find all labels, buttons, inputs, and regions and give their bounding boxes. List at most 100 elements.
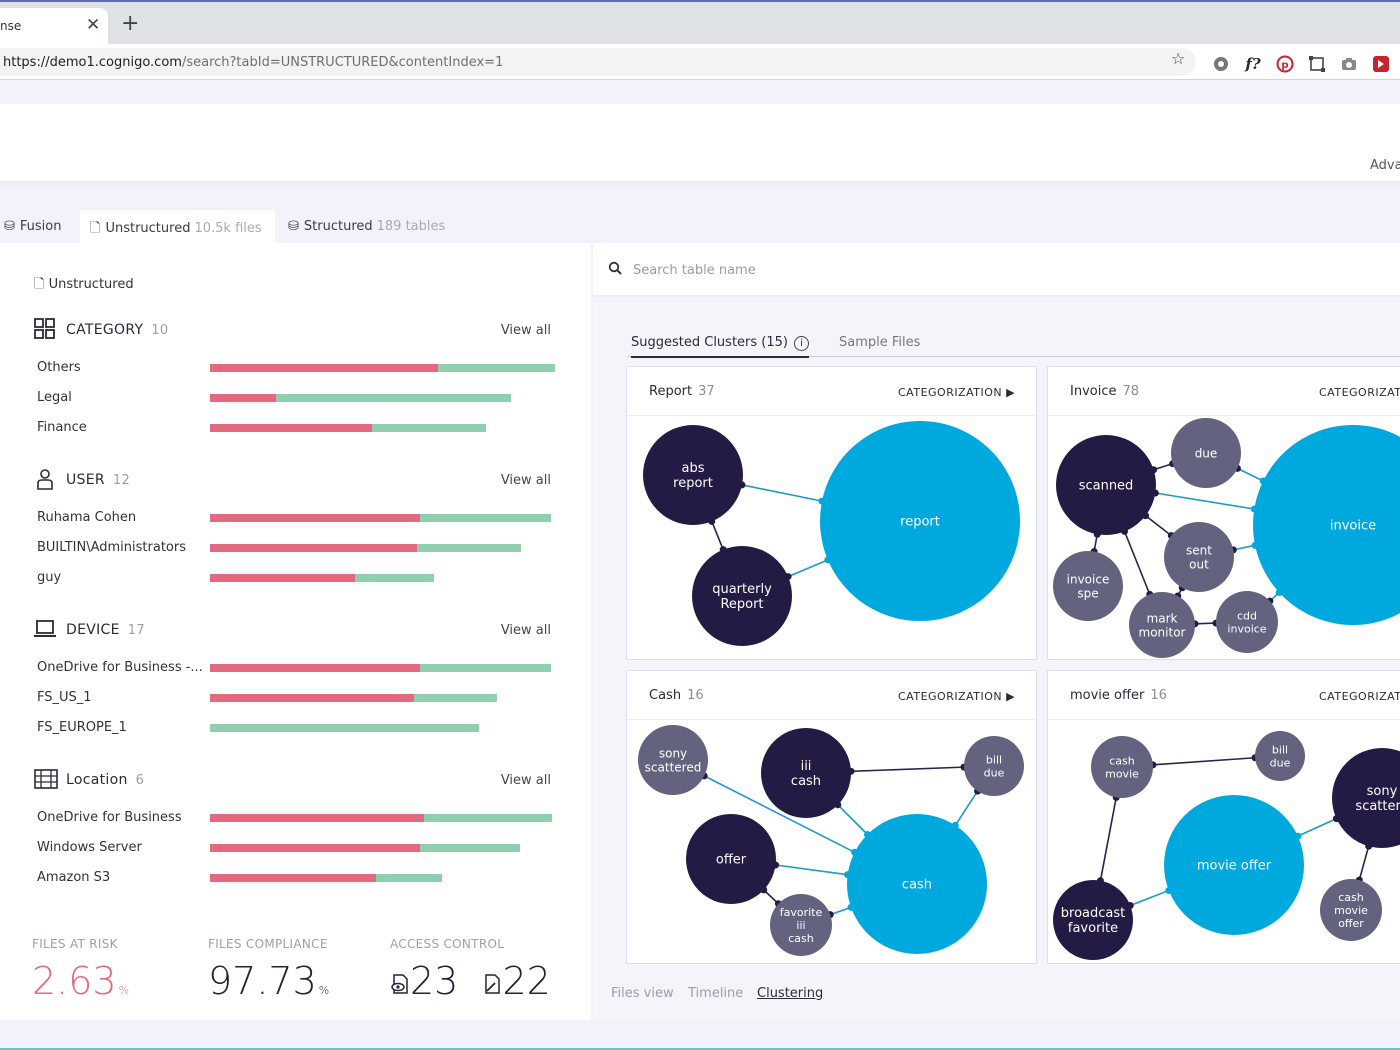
cluster-node[interactable]: [1332, 748, 1400, 848]
app-header: Adva: [0, 104, 1400, 181]
compliant-bar[interactable]: [438, 364, 555, 372]
cluster-node-label: quarterly: [712, 582, 772, 597]
cluster-card[interactable]: Report 37 CATEGORIZATION ▶ abs report quarter…: [626, 366, 1037, 660]
compliant-bar[interactable]: [210, 724, 479, 732]
facet-row-label[interactable]: OneDrive for Business -...: [37, 660, 202, 675]
facet-row-label[interactable]: Finance: [37, 420, 87, 435]
clustering-link[interactable]: Clustering: [757, 986, 824, 1001]
bookmark-star-icon[interactable]: ☆: [1171, 49, 1186, 68]
cluster-node[interactable]: [1320, 879, 1382, 941]
cluster-node[interactable]: [770, 894, 832, 956]
view-all-link[interactable]: View all: [500, 623, 551, 638]
compliant-bar[interactable]: [276, 394, 511, 402]
cluster-card[interactable]: Cash 16 CATEGORIZATION ▶ sony scattered iii ca…: [626, 670, 1037, 964]
tab-structured[interactable]: ⛁ Structured 189 tables: [288, 219, 446, 234]
cluster-edge: [1233, 544, 1256, 551]
cluster-edge: [850, 766, 965, 773]
cluster-node[interactable]: [1164, 795, 1304, 935]
facet-row-label[interactable]: OneDrive for Business: [37, 810, 182, 825]
cluster-node[interactable]: [1164, 522, 1234, 592]
at-risk-bar[interactable]: [210, 814, 424, 822]
cluster-node-label: cash: [791, 774, 821, 789]
facet-row-label[interactable]: Amazon S3: [37, 870, 111, 885]
at-risk-bar[interactable]: [210, 424, 372, 432]
at-risk-bar[interactable]: [210, 844, 420, 852]
cluster-node-label: offer: [1338, 917, 1364, 930]
camera-extension-icon[interactable]: [1340, 55, 1358, 73]
facet-row-label[interactable]: FS_US_1: [37, 690, 92, 705]
font-finder-extension-icon[interactable]: f?: [1245, 55, 1261, 73]
fullscreen-capture-extension-icon[interactable]: [1308, 55, 1326, 73]
cluster-node[interactable]: [1053, 551, 1123, 621]
new-tab-button[interactable]: +: [121, 11, 140, 36]
at-risk-bar[interactable]: [210, 574, 355, 582]
facet-row-label[interactable]: Ruhama Cohen: [37, 510, 137, 525]
cluster-node[interactable]: [686, 814, 776, 904]
compliant-bar[interactable]: [372, 424, 486, 432]
compliant-bar[interactable]: [376, 874, 442, 882]
at-risk-bar[interactable]: [210, 544, 417, 552]
cluster-node[interactable]: [1129, 592, 1195, 658]
cluster-node[interactable]: [1056, 435, 1156, 535]
facet-row-label[interactable]: Legal: [37, 390, 72, 405]
compliant-bar[interactable]: [355, 574, 434, 582]
at-risk-bar[interactable]: [210, 694, 414, 702]
compliant-bar[interactable]: [420, 514, 551, 522]
cluster-node[interactable]: [847, 814, 987, 954]
cluster-node[interactable]: [1091, 736, 1153, 798]
cluster-node[interactable]: [1216, 591, 1278, 653]
cluster-node[interactable]: [643, 425, 743, 525]
info-icon[interactable]: i: [793, 336, 809, 351]
table-search-input[interactable]: [633, 258, 1333, 282]
tab-sample-files[interactable]: Sample Files: [839, 335, 921, 350]
timeline-link[interactable]: Timeline: [688, 986, 744, 1001]
tab-unstructured[interactable]: 🗋 Unstructured 10.5k files: [80, 210, 275, 243]
at-risk-bar[interactable]: [210, 364, 438, 372]
cluster-node[interactable]: [964, 736, 1024, 796]
cluster-node[interactable]: [1171, 418, 1241, 488]
facet-row-label[interactable]: Others: [37, 360, 81, 375]
compliant-bar[interactable]: [414, 694, 497, 702]
cluster-node[interactable]: [1255, 731, 1305, 781]
facet-row-label[interactable]: guy: [37, 570, 62, 585]
facet-row-label[interactable]: Windows Server: [37, 840, 142, 855]
url-field[interactable]: https://demo1.cognigo.com/search?tabId=U…: [0, 48, 1196, 76]
cluster-node-label: offer: [716, 853, 747, 868]
view-all-link[interactable]: View all: [500, 773, 551, 788]
close-tab-icon[interactable]: ✕: [86, 15, 101, 35]
at-risk-bar[interactable]: [210, 514, 420, 522]
facet-row-label[interactable]: FS_EUROPE_1: [37, 720, 127, 735]
cluster-card[interactable]: movie offer16CATEGORIZATION ▶cashmoviebi…: [1047, 670, 1400, 964]
at-risk-bar[interactable]: [210, 874, 376, 882]
at-risk-bar[interactable]: [210, 664, 420, 672]
tab-fusion[interactable]: ⛁ Fusion: [4, 219, 62, 234]
view-all-link[interactable]: View all: [500, 473, 551, 488]
advanced-search-link[interactable]: Adva: [1370, 158, 1400, 173]
cluster-node[interactable]: [692, 546, 792, 646]
files-view-link[interactable]: Files view: [611, 986, 674, 1001]
facet-row-label[interactable]: BUILTIN\Administrators: [37, 540, 186, 555]
pinterest-extension-icon[interactable]: p: [1276, 55, 1294, 73]
categorization-button[interactable]: CATEGORIZATION ▶: [898, 690, 1016, 703]
cluster-node-label: due: [1195, 446, 1218, 460]
record-extension-icon[interactable]: [1372, 55, 1390, 73]
cluster-node[interactable]: [820, 421, 1020, 621]
browser-tab[interactable]: nse ✕: [0, 8, 108, 46]
categorization-button[interactable]: CATEGORIZATION ▶: [1319, 690, 1400, 703]
compliant-bar[interactable]: [417, 544, 521, 552]
cluster-node[interactable]: [1053, 880, 1133, 960]
settings-extension-icon[interactable]: [1212, 55, 1230, 73]
cluster-node[interactable]: [1253, 425, 1400, 625]
categorization-button[interactable]: CATEGORIZATION ▶: [898, 386, 1016, 399]
view-all-link[interactable]: View all: [500, 323, 551, 338]
compliant-bar[interactable]: [420, 844, 520, 852]
compliant-bar[interactable]: [424, 814, 552, 822]
compliant-bar[interactable]: [420, 664, 551, 672]
cluster-node[interactable]: [761, 728, 851, 818]
cluster-edge: [1123, 531, 1151, 595]
at-risk-bar[interactable]: [210, 394, 276, 402]
tab-suggested-clusters[interactable]: Suggested Clusters (15) i: [631, 335, 809, 358]
categorization-button[interactable]: CATEGORIZATION ▶: [1319, 386, 1400, 399]
cluster-node[interactable]: [638, 725, 708, 795]
